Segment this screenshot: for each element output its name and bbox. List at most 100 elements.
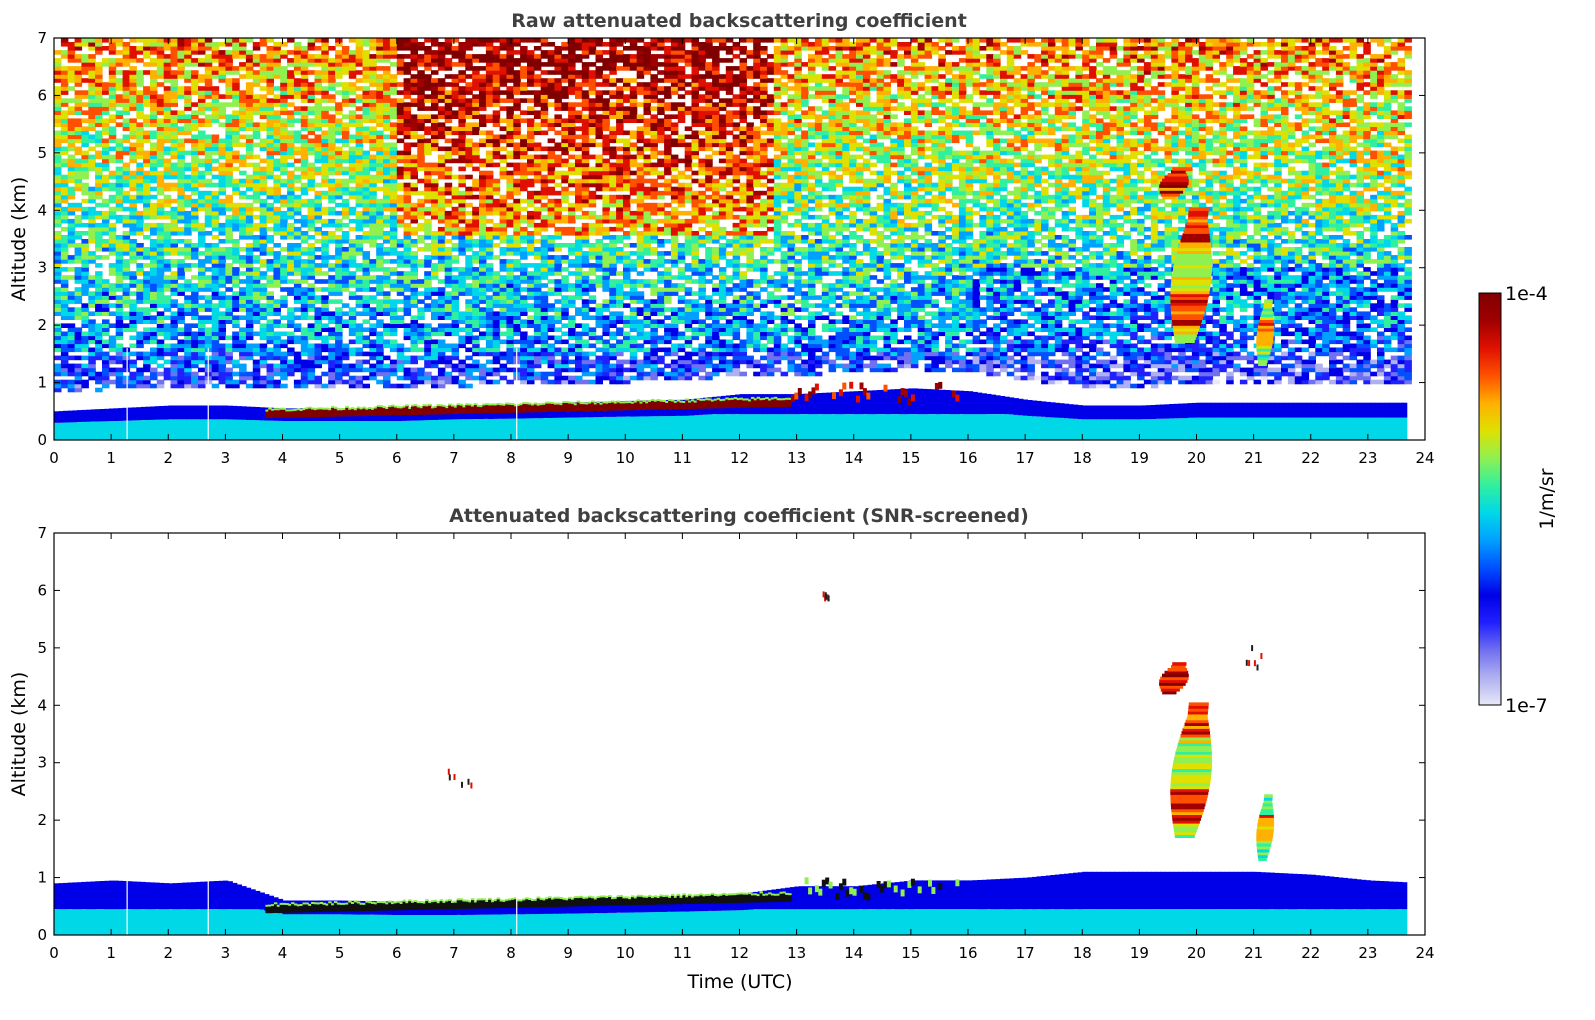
- raw-noise-cell: [108, 38, 117, 43]
- raw-noise-cell: [431, 98, 439, 103]
- raw-noise-cell: [150, 255, 158, 260]
- raw-noise-cell: [136, 166, 144, 172]
- raw-noise-cell: [108, 78, 117, 83]
- raw-noise-cell: [218, 178, 226, 184]
- raw-noise-cell: [451, 235, 460, 240]
- raw-noise-cell: [341, 94, 350, 99]
- raw-noise-cell: [465, 190, 473, 196]
- raw-noise-cell: [451, 319, 460, 324]
- raw-noise-cell: [211, 259, 220, 264]
- raw-noise-cell: [129, 94, 137, 99]
- raw-noise-cell: [300, 359, 309, 365]
- raw-noise-cell: [527, 194, 535, 200]
- raw-noise-cell: [424, 150, 432, 156]
- raw-noise-cell: [348, 90, 357, 95]
- raw-noise-cell: [88, 138, 96, 144]
- raw-noise-cell: [67, 363, 76, 369]
- raw-noise-cell: [431, 235, 439, 240]
- raw-noise-cell: [300, 339, 309, 345]
- raw-noise-cell: [444, 74, 453, 79]
- raw-noise-cell: [170, 198, 178, 204]
- raw-noise-cell: [150, 142, 158, 148]
- raw-noise-cell: [472, 150, 480, 156]
- raw-noise-cell: [451, 102, 460, 107]
- raw-noise-cell: [163, 150, 172, 156]
- raw-noise-cell: [376, 94, 384, 99]
- raw-noise-cell: [300, 327, 309, 332]
- raw-noise-cell: [170, 82, 178, 87]
- raw-noise-cell: [129, 239, 137, 244]
- raw-noise-cell: [300, 138, 309, 144]
- raw-noise-cell: [396, 102, 405, 107]
- raw-noise-cell: [527, 182, 535, 188]
- raw-noise-cell: [410, 259, 418, 264]
- raw-noise-cell: [177, 275, 185, 280]
- raw-noise-cell: [273, 379, 281, 385]
- raw-noise-cell: [204, 259, 213, 264]
- raw-noise-cell: [232, 190, 240, 196]
- raw-noise-cell: [191, 307, 199, 312]
- raw-noise-cell: [492, 82, 501, 87]
- raw-noise-cell: [163, 98, 172, 103]
- raw-noise-cell: [362, 351, 370, 357]
- raw-noise-cell: [184, 106, 192, 111]
- raw-noise-cell: [362, 263, 370, 268]
- raw-noise-cell: [389, 235, 398, 240]
- raw-noise-cell: [321, 335, 329, 341]
- raw-noise-cell: [389, 110, 398, 115]
- raw-noise-cell: [150, 239, 158, 244]
- raw-noise-cell: [115, 359, 124, 365]
- raw-noise-cell: [115, 202, 124, 208]
- raw-noise-cell: [348, 379, 357, 385]
- raw-noise-cell: [95, 102, 103, 107]
- raw-noise-cell: [102, 307, 110, 312]
- raw-noise-cell: [81, 154, 89, 160]
- raw-noise-cell: [143, 263, 151, 268]
- raw-noise-cell: [472, 315, 480, 320]
- raw-noise-cell: [307, 323, 316, 328]
- raw-noise-cell: [143, 299, 151, 304]
- raw-noise-cell: [485, 287, 494, 292]
- raw-noise-cell: [273, 198, 281, 204]
- raw-noise-cell: [554, 255, 562, 260]
- raw-noise-cell: [314, 327, 322, 332]
- raw-noise-cell: [191, 315, 199, 320]
- raw-noise-cell: [218, 114, 226, 119]
- raw-noise-cell: [184, 74, 192, 79]
- raw-noise-cell: [458, 363, 466, 369]
- raw-noise-cell: [54, 239, 62, 244]
- raw-noise-cell: [533, 38, 542, 43]
- raw-noise-cell: [81, 222, 89, 228]
- raw-noise-cell: [280, 178, 288, 184]
- raw-noise-cell: [520, 267, 528, 272]
- raw-noise-cell: [472, 106, 480, 111]
- raw-noise-cell: [362, 98, 370, 103]
- raw-noise-cell: [369, 206, 377, 212]
- raw-noise-cell: [520, 307, 528, 312]
- raw-noise-cell: [143, 86, 151, 91]
- raw-noise-cell: [506, 235, 514, 240]
- raw-noise-cell: [211, 359, 220, 365]
- raw-noise-cell: [81, 271, 89, 276]
- raw-noise-cell: [554, 287, 562, 292]
- raw-noise-cell: [211, 347, 220, 353]
- raw-noise-cell: [383, 158, 391, 164]
- raw-noise-cell: [307, 359, 316, 365]
- raw-noise-cell: [218, 222, 226, 228]
- raw-noise-cell: [280, 42, 288, 47]
- raw-noise-cell: [479, 263, 487, 268]
- raw-noise-cell: [341, 239, 350, 244]
- raw-noise-cell: [513, 327, 521, 332]
- raw-noise-cell: [156, 158, 165, 164]
- raw-noise-cell: [348, 66, 357, 71]
- raw-noise-cell: [335, 267, 343, 272]
- raw-noise-cell: [520, 371, 528, 377]
- raw-noise-cell: [499, 239, 508, 244]
- raw-noise-cell: [376, 54, 384, 59]
- raw-noise-cell: [389, 74, 398, 79]
- raw-noise-cell: [122, 134, 131, 140]
- raw-noise-cell: [88, 74, 96, 79]
- raw-noise-cell: [485, 42, 494, 47]
- raw-noise-cell: [335, 363, 343, 369]
- raw-noise-cell: [554, 243, 562, 248]
